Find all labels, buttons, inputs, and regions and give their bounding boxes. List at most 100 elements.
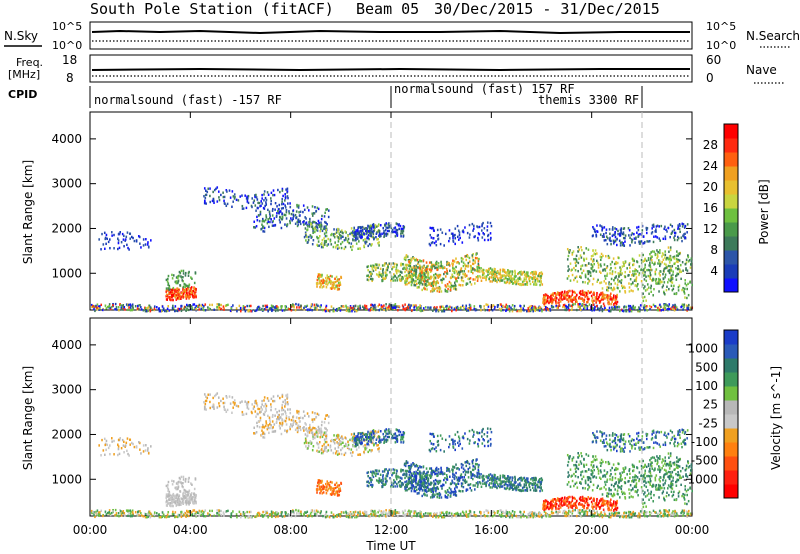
echo-point (637, 288, 639, 291)
echo-point (591, 296, 594, 300)
echo-point (412, 304, 415, 307)
echo-point (605, 514, 607, 517)
echo-point (645, 305, 648, 308)
echo-point (326, 514, 329, 518)
echo-point (160, 310, 163, 313)
echo-point (462, 261, 465, 264)
echo-point (335, 231, 338, 234)
echo-point (460, 257, 463, 260)
echo-point (300, 510, 302, 513)
echo-point (673, 255, 676, 258)
echo-point (327, 215, 330, 219)
echo-point (644, 285, 646, 288)
echo-point (135, 445, 138, 448)
echo-point (609, 232, 611, 235)
echo-point (323, 279, 326, 283)
echo-point (311, 514, 313, 518)
echo-point (629, 278, 632, 281)
echo-point (173, 292, 176, 295)
echo-point (449, 288, 452, 292)
echo-point (385, 222, 388, 225)
echo-point (365, 229, 367, 233)
echo-point (650, 290, 653, 294)
echo-point (359, 230, 361, 233)
echo-point (393, 273, 395, 276)
echo-point (263, 308, 266, 311)
echo-point (677, 267, 680, 271)
echo-point (618, 511, 620, 515)
echo-point (446, 290, 448, 293)
echo-point (567, 274, 570, 278)
echo-point (651, 227, 653, 230)
echo-point (332, 286, 334, 289)
echo-point (355, 235, 358, 239)
echo-point (325, 510, 328, 514)
echo-point (683, 292, 686, 295)
echo-point (200, 510, 203, 513)
echo-point (138, 234, 140, 238)
echo-point (600, 281, 603, 284)
echo-point (354, 235, 357, 239)
echo-point (615, 260, 617, 264)
echo-point (172, 291, 174, 294)
echo-point (570, 514, 573, 518)
echo-point (578, 257, 580, 260)
echo-point (280, 218, 283, 221)
echo-point (525, 272, 527, 276)
echo-point (579, 512, 581, 515)
echo-point (613, 294, 615, 297)
echo-point (533, 270, 535, 274)
echo-point (430, 227, 433, 230)
echo-point (185, 309, 187, 312)
echo-point (392, 262, 395, 265)
echo-point (608, 309, 610, 313)
echo-point (111, 234, 113, 237)
echo-point (599, 255, 602, 258)
echo-point (504, 305, 506, 309)
echo-point (624, 291, 627, 294)
echo-point (208, 509, 211, 513)
echo-point (450, 286, 452, 289)
echo-point (642, 512, 645, 516)
echo-point (490, 236, 492, 240)
echo-point (370, 307, 373, 311)
echo-point (425, 284, 428, 288)
echo-point (643, 241, 646, 245)
echo-point (611, 306, 613, 309)
echo-point (477, 225, 479, 229)
echo-point (595, 301, 597, 304)
echo-point (486, 225, 489, 228)
echo-point (178, 494, 180, 498)
echo-point (541, 283, 544, 286)
echo-point (310, 303, 313, 306)
echo-point (648, 264, 651, 267)
echo-point (289, 221, 291, 225)
echo-point (433, 306, 436, 309)
echo-point (496, 280, 498, 284)
echo-point (422, 307, 425, 310)
echo-point (292, 213, 295, 216)
echo-point (669, 223, 672, 226)
echo-point (582, 513, 585, 517)
echo-point (243, 307, 245, 310)
echo-point (273, 306, 276, 309)
echo-point (238, 304, 241, 308)
echo-point (332, 234, 335, 237)
echo-point (217, 190, 220, 193)
echo-point (565, 307, 568, 310)
echo-point (599, 258, 602, 262)
echo-point (580, 276, 582, 279)
echo-point (614, 514, 617, 517)
echo-point (233, 193, 236, 196)
echo-point (120, 514, 123, 517)
echo-point (383, 229, 385, 233)
echo-point (448, 263, 450, 266)
echo-point (548, 301, 550, 305)
echo-point (439, 242, 442, 246)
echo-point (593, 293, 595, 297)
echo-point (260, 227, 263, 231)
echo-point (204, 309, 207, 312)
echo-point (424, 287, 426, 291)
echo-point (409, 265, 412, 268)
echo-point (505, 306, 508, 310)
